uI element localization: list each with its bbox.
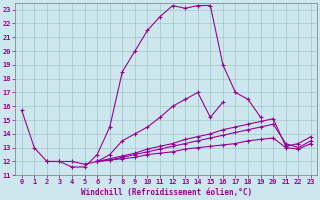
X-axis label: Windchill (Refroidissement éolien,°C): Windchill (Refroidissement éolien,°C) bbox=[81, 188, 252, 197]
